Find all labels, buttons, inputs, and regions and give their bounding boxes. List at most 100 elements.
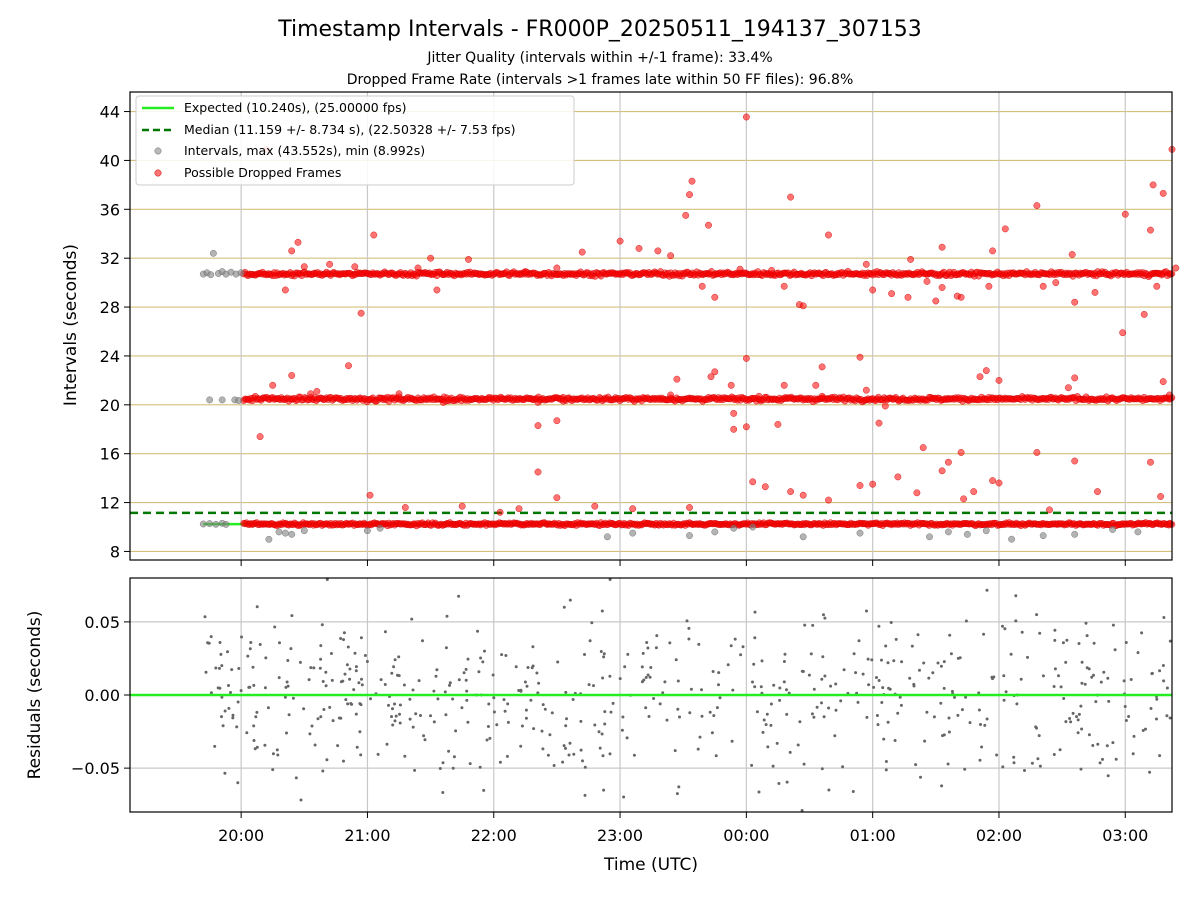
residual-point [881,686,885,690]
residual-point [422,734,426,738]
residual-point [601,754,605,758]
residual-point [568,598,572,602]
dropped-frame-point [743,354,750,362]
residual-point [1098,761,1102,765]
residual-point [1059,685,1063,689]
residual-point [237,667,241,670]
dropped-frame-point [1172,264,1180,272]
residual-point [978,758,982,762]
residual-point [410,617,414,621]
residual-point [253,747,257,751]
residual-point [500,653,504,657]
legend-median-label: Median (11.159 +/- 8.734 s), (22.50328 +… [184,122,515,137]
residual-point [1077,712,1081,716]
residual-point [454,729,458,733]
dropped-frame-point [749,478,757,486]
residual-point [411,725,415,729]
residual-point [561,760,565,764]
x-tick-label: 21:00 [344,826,390,845]
residual-point [851,790,855,793]
residual-point [886,661,890,665]
residual-point [360,683,364,687]
residual-point [1061,641,1065,645]
residual-point [318,666,322,670]
dropped-frame-point [1159,378,1167,385]
dropped-frame-point [496,508,504,516]
residual-point [1099,680,1103,684]
residual-point [1052,685,1056,688]
residual-point [223,709,227,713]
interval-point [749,523,757,531]
residual-point [359,753,363,757]
residual-point [956,713,960,717]
residual-point [483,649,486,653]
dropped-frame-point [730,425,738,433]
residual-point [939,664,943,668]
residual-point [285,680,289,684]
residual-point [900,660,904,664]
dropped-frame-point [256,433,264,440]
residual-point [1012,755,1016,759]
dropped-frame-point [326,260,333,268]
residual-point [448,683,451,687]
dropped-frame-point [515,505,523,513]
dropped-frame-point [591,502,599,510]
dropped-frame-point [780,282,788,290]
y-tick-label: 32 [100,249,120,268]
residual-point [231,713,235,717]
residual-point [1030,761,1034,765]
residual-point [932,715,936,719]
legend-intervals-marker [154,147,162,155]
residual-point [240,635,243,639]
dropped-frame-point [366,491,374,499]
residual-point [302,707,306,711]
residual-point [218,686,222,690]
dropped-frame-point [1149,181,1157,189]
residual-point [354,665,358,669]
residual-point [622,795,626,799]
residual-point [810,712,814,716]
interval-point [275,528,283,536]
residual-point [354,712,358,716]
residual-point [319,715,323,719]
legend-dropped-marker [154,169,162,177]
dropped-frame-point [288,372,296,379]
residual-point [587,683,591,687]
residual-point [717,683,720,687]
dropped-frame-point [667,252,674,260]
residual-point [443,690,447,694]
residual-point [899,703,903,707]
residual-point [1162,616,1166,619]
residual-point [877,679,881,682]
residual-point [765,712,769,716]
dropped-frame-point [553,417,561,425]
residual-point [523,680,527,684]
residual-point [451,766,455,770]
residual-point [689,687,693,691]
residual-point [505,754,509,758]
residual-point [408,697,412,701]
residual-point [479,656,483,660]
dropped-frame-point [862,386,870,394]
residual-point [602,788,606,792]
residual-point [753,685,757,689]
residual-point [1076,718,1080,722]
residual-point [357,681,361,685]
residual-point [960,708,964,712]
residual-point [640,665,644,669]
residual-point [392,665,396,669]
residual-point [632,753,636,757]
residual-point [1058,748,1062,752]
residual-point [985,588,989,592]
residual-point [535,671,539,675]
residual-point [783,652,787,656]
residual-point [1002,698,1006,702]
dropped-frame-point [787,488,794,495]
residual-point [344,698,348,702]
residual-point [769,702,773,706]
residual-point [552,764,556,767]
residual-point [531,645,535,649]
residual-point [798,720,802,724]
interval-point [604,533,611,541]
residual-point [834,682,838,686]
